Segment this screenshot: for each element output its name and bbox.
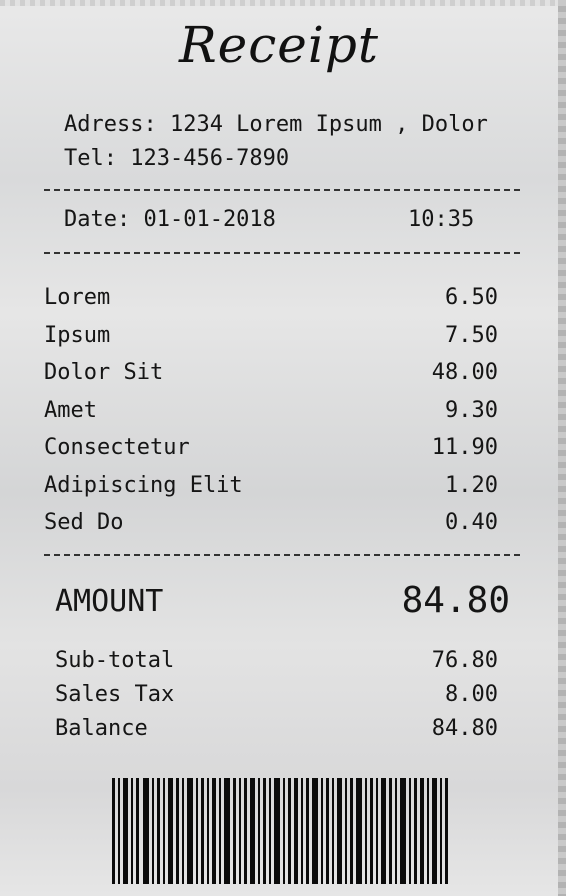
item-name: Amet <box>44 397 97 423</box>
receipt-date: Date: 01-01-2018 <box>64 207 276 232</box>
item-name: Lorem <box>44 285 111 310</box>
item-price: 48.00 <box>431 360 498 385</box>
item-price: 11.90 <box>431 435 498 460</box>
amount-label: AMOUNT <box>55 584 164 619</box>
item-name: Ipsum <box>44 322 111 348</box>
totals-label: Sales Tax <box>55 682 175 707</box>
item-price: 0.40 <box>445 510 498 535</box>
torn-top-edge <box>0 0 558 6</box>
store-phone: Tel: 123-456-7890 <box>64 146 290 171</box>
item-price: 1.20 <box>445 472 498 498</box>
item-name: Sed Do <box>44 510 124 535</box>
line-item: Adipiscing Elit 1.20 <box>44 473 498 511</box>
item-name: Dolor Sit <box>44 360 164 385</box>
divider-dashed <box>44 252 520 254</box>
line-item: Dolor Sit 48.00 <box>44 360 498 398</box>
receipt-title: Receipt <box>179 16 379 74</box>
barcode <box>112 778 448 884</box>
line-item: Consectetur 11.90 <box>44 435 498 473</box>
item-name: Adipiscing Elit <box>44 472 243 498</box>
totals-value: 84.80 <box>431 716 498 741</box>
line-items-list: Lorem 6.50 Ipsum 7.50 Dolor Sit 48.00 Am… <box>44 285 498 548</box>
totals-label: Balance <box>55 716 148 741</box>
store-address: Adress: 1234 Lorem Ipsum , Dolor <box>64 112 488 137</box>
divider-dashed <box>44 554 520 556</box>
totals-row: Sales Tax 8.00 <box>55 682 498 716</box>
torn-right-edge <box>558 0 566 896</box>
totals-list: Sub-total 76.80 Sales Tax 8.00 Balance 8… <box>55 648 498 750</box>
line-item: Ipsum 7.50 <box>44 323 498 361</box>
totals-label: Sub-total <box>55 648 175 673</box>
item-price: 9.30 <box>445 397 498 423</box>
line-item: Amet 9.30 <box>44 398 498 436</box>
item-name: Consectetur <box>44 435 190 460</box>
totals-value: 8.00 <box>445 682 498 707</box>
amount-value: 84.80 <box>401 580 510 621</box>
divider-dashed <box>44 189 520 191</box>
totals-value: 76.80 <box>431 648 498 673</box>
item-price: 6.50 <box>445 285 498 310</box>
line-item: Sed Do 0.40 <box>44 510 498 548</box>
receipt-time: 10:35 <box>408 207 475 232</box>
totals-row: Balance 84.80 <box>55 716 498 750</box>
totals-row: Sub-total 76.80 <box>55 648 498 682</box>
item-price: 7.50 <box>445 322 498 348</box>
line-item: Lorem 6.50 <box>44 285 498 323</box>
